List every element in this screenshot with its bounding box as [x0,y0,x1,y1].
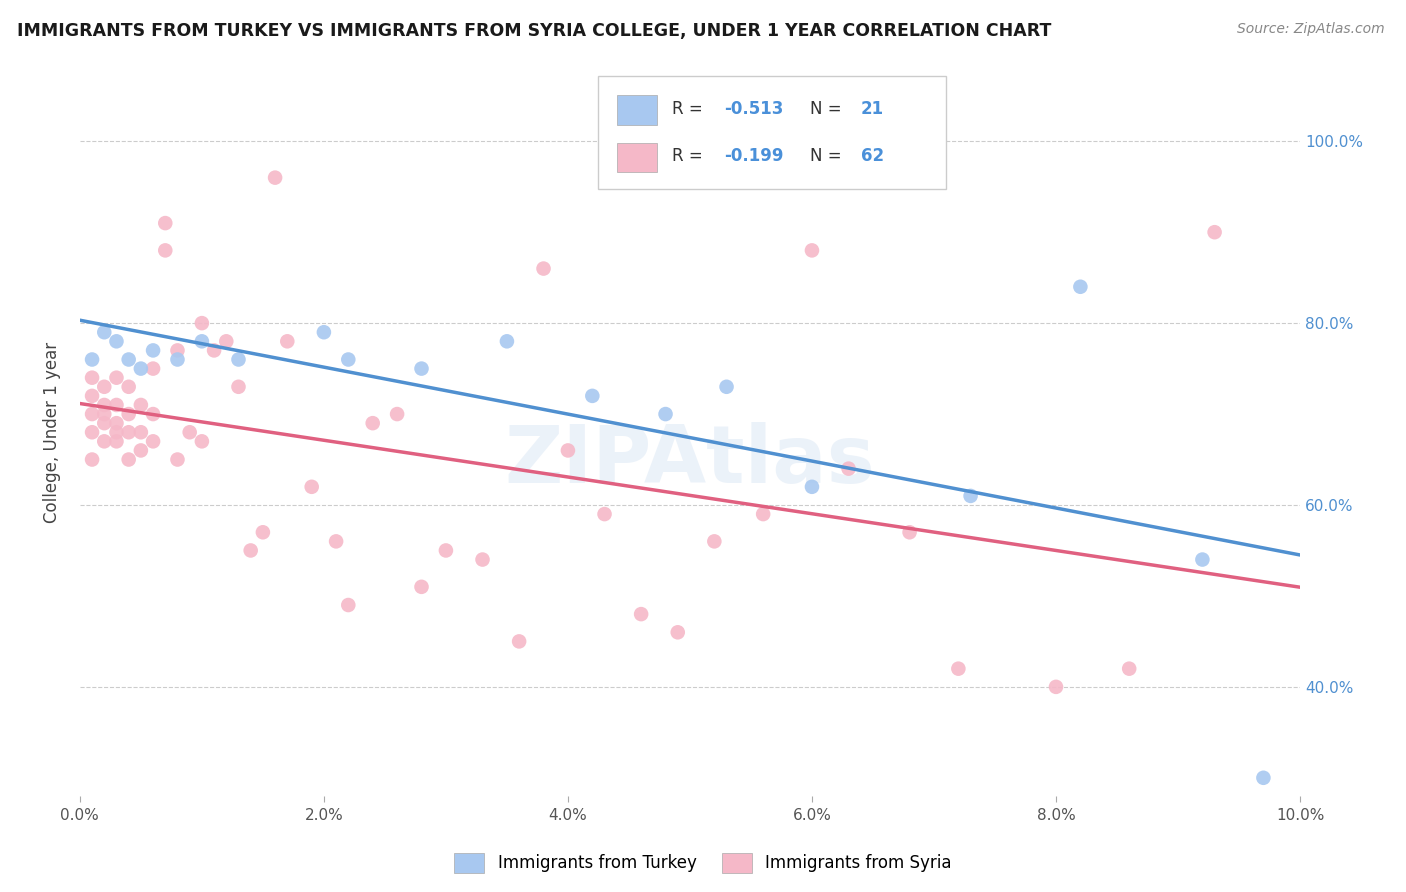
Point [142,343,165,358]
Point [228,352,250,367]
Point [118,407,141,421]
Point [703,534,725,549]
Point [385,407,408,421]
Point [1045,680,1067,694]
Point [1118,662,1140,676]
Point [129,361,152,376]
Point [411,361,433,376]
Point [93,325,115,339]
Point [142,434,165,449]
Point [166,352,188,367]
Point [1253,771,1275,785]
Point [557,443,579,458]
Point [93,434,115,449]
Point [838,461,860,475]
Point [337,352,360,367]
Text: IMMIGRANTS FROM TURKEY VS IMMIGRANTS FROM SYRIA COLLEGE, UNDER 1 YEAR CORRELATIO: IMMIGRANTS FROM TURKEY VS IMMIGRANTS FRO… [17,22,1052,40]
Point [155,244,177,258]
Point [752,507,775,521]
Text: R =: R = [672,147,707,165]
Point [654,407,676,421]
Point [325,534,347,549]
Point [800,480,823,494]
Point [1069,279,1091,293]
Point [105,334,128,349]
Point [496,334,519,349]
Point [80,407,103,421]
Point [337,598,360,612]
Point [80,352,103,367]
Point [155,216,177,230]
Point [142,407,165,421]
Point [215,334,238,349]
FancyBboxPatch shape [617,95,657,125]
Point [191,334,214,349]
Point [191,434,214,449]
Point [191,316,214,330]
Y-axis label: College, Under 1 year: College, Under 1 year [44,342,60,523]
Point [129,398,152,412]
Point [252,525,274,540]
Point [301,480,323,494]
Legend: Immigrants from Turkey, Immigrants from Syria: Immigrants from Turkey, Immigrants from … [449,847,957,880]
Point [129,425,152,440]
Text: N =: N = [810,147,846,165]
Point [959,489,981,503]
Point [1191,552,1213,566]
Point [118,352,141,367]
Point [202,343,225,358]
Point [228,380,250,394]
Point [118,425,141,440]
Point [1204,225,1226,239]
Point [508,634,530,648]
Point [80,370,103,384]
Text: -0.513: -0.513 [724,100,783,118]
Point [716,380,738,394]
Point [800,244,823,258]
Point [118,380,141,394]
Point [179,425,201,440]
Point [312,325,335,339]
Point [80,389,103,403]
Point [948,662,970,676]
Point [80,452,103,467]
Text: 21: 21 [860,100,884,118]
Point [434,543,457,558]
Text: -0.199: -0.199 [724,147,783,165]
Point [239,543,262,558]
Point [471,552,494,566]
Point [93,416,115,430]
Point [105,416,128,430]
Point [166,343,188,358]
Point [264,170,287,185]
Point [105,398,128,412]
Point [581,389,603,403]
Point [593,507,616,521]
Point [411,580,433,594]
Text: 62: 62 [860,147,884,165]
Point [80,425,103,440]
Point [105,370,128,384]
Point [93,398,115,412]
Point [142,361,165,376]
Point [105,425,128,440]
Point [666,625,689,640]
Text: N =: N = [810,100,846,118]
Point [93,380,115,394]
Point [129,443,152,458]
Text: Source: ZipAtlas.com: Source: ZipAtlas.com [1237,22,1385,37]
Text: ZIPAtlas: ZIPAtlas [505,422,876,500]
Point [276,334,298,349]
Text: R =: R = [672,100,707,118]
Point [118,452,141,467]
FancyBboxPatch shape [617,143,657,172]
Point [105,434,128,449]
Point [898,525,921,540]
Point [166,452,188,467]
FancyBboxPatch shape [599,76,946,188]
Point [630,607,652,621]
Point [533,261,555,276]
Point [93,407,115,421]
Point [361,416,384,430]
